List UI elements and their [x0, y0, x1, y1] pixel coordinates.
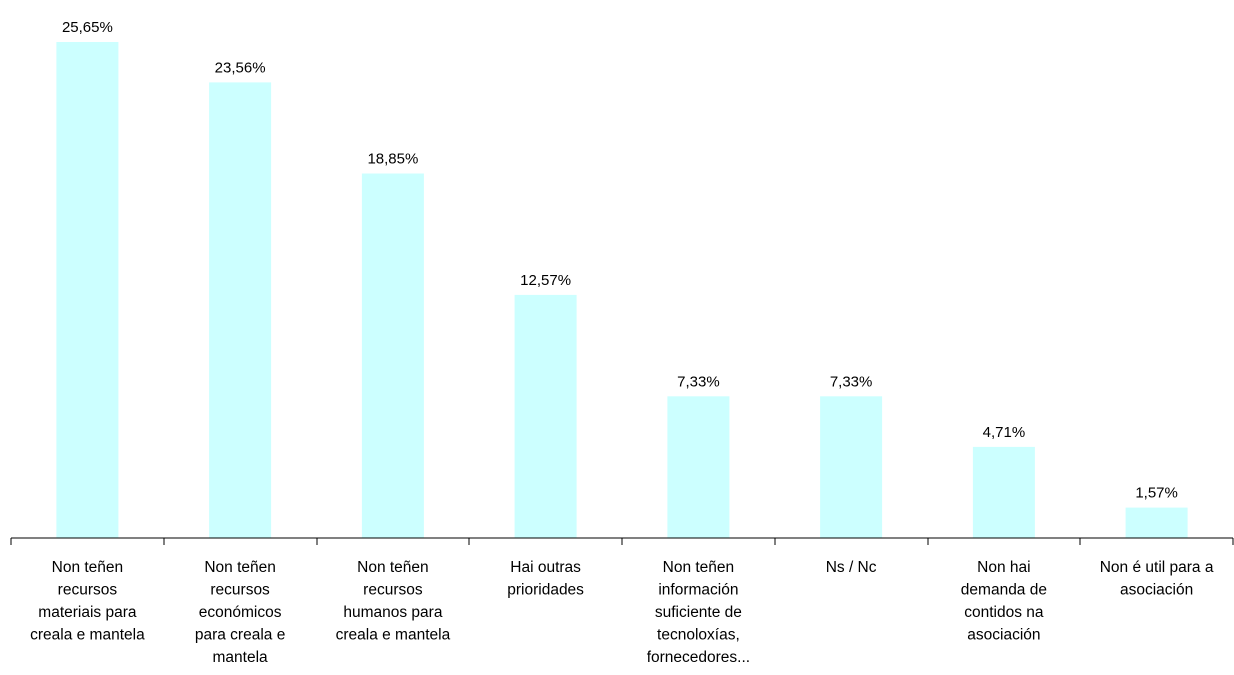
category-label-line: suficiente de	[655, 604, 742, 621]
category-label: Non teñen recursos económicos para creala e…	[195, 559, 285, 666]
category-label-line: información	[658, 582, 738, 599]
category-label-line: creala e mantela	[30, 627, 145, 644]
bars-group	[56, 42, 1188, 539]
data-label: 18,85%	[367, 151, 418, 168]
category-label-line: para creala e	[195, 627, 285, 644]
category-label-line: asociación	[1120, 582, 1193, 599]
category-label-line: recursos	[58, 582, 118, 599]
category-label: Ns / Nc	[826, 559, 877, 576]
data-label: 1,57%	[1135, 485, 1178, 502]
bar	[972, 446, 1035, 538]
category-label-line: Non teñen	[357, 559, 429, 576]
category-label-line: recursos	[210, 582, 270, 599]
category-label-line: económicos	[199, 604, 282, 621]
bar	[361, 173, 424, 538]
data-label: 25,65%	[62, 19, 113, 36]
category-labels-group: Non teñen recursos materiais para creala e …	[30, 559, 1214, 666]
category-label: Non hai demanda de contidos na asociación	[961, 559, 1047, 644]
category-label-line: Hai outras	[510, 559, 581, 576]
bar	[1125, 507, 1188, 538]
bar	[820, 396, 883, 538]
category-label-line: mantela	[213, 649, 269, 666]
category-label-line: Ns / Nc	[826, 559, 877, 576]
category-label-line: materiais para	[38, 604, 137, 621]
bar	[514, 294, 577, 538]
category-label-line: Non é util para a	[1100, 559, 1214, 576]
data-label: 12,57%	[520, 272, 571, 289]
category-label: Hai outras prioridades	[507, 559, 584, 599]
category-label-line: fornecedores...	[647, 649, 750, 666]
bar	[667, 396, 730, 538]
category-label: Non teñen recursos humanos para creala e ma…	[336, 559, 451, 644]
category-label: Non é util para a asociación	[1100, 559, 1214, 599]
data-label: 23,56%	[215, 59, 266, 76]
category-label-line: contidos na	[964, 604, 1044, 621]
category-label-line: prioridades	[507, 582, 584, 599]
bar	[209, 82, 272, 539]
bar	[56, 42, 119, 538]
category-label-line: Non hai	[977, 559, 1030, 576]
data-label: 4,71%	[983, 424, 1026, 441]
category-label: Non teñen recursos materiais para creala e …	[30, 559, 145, 644]
category-label-line: asociación	[967, 627, 1040, 644]
category-label-line: humanos para	[343, 604, 442, 621]
category-label: Non teñen información suficiente de tecnolo…	[647, 559, 750, 666]
category-label-line: tecnoloxías,	[657, 627, 740, 644]
category-label-line: recursos	[363, 582, 423, 599]
data-label: 7,33%	[677, 373, 720, 390]
data-label: 7,33%	[830, 373, 873, 390]
data-labels-group: 25,65% 23,56% 18,85% 12,57% 7,33% 7,33% 4,71% 1…	[62, 19, 1178, 502]
category-label-line: demanda de	[961, 582, 1047, 599]
category-label-line: Non teñen	[52, 559, 124, 576]
category-label-line: Non teñen	[204, 559, 276, 576]
category-label-line: creala e mantela	[336, 627, 451, 644]
x-axis	[10, 537, 1234, 545]
category-label-line: Non teñen	[663, 559, 735, 576]
